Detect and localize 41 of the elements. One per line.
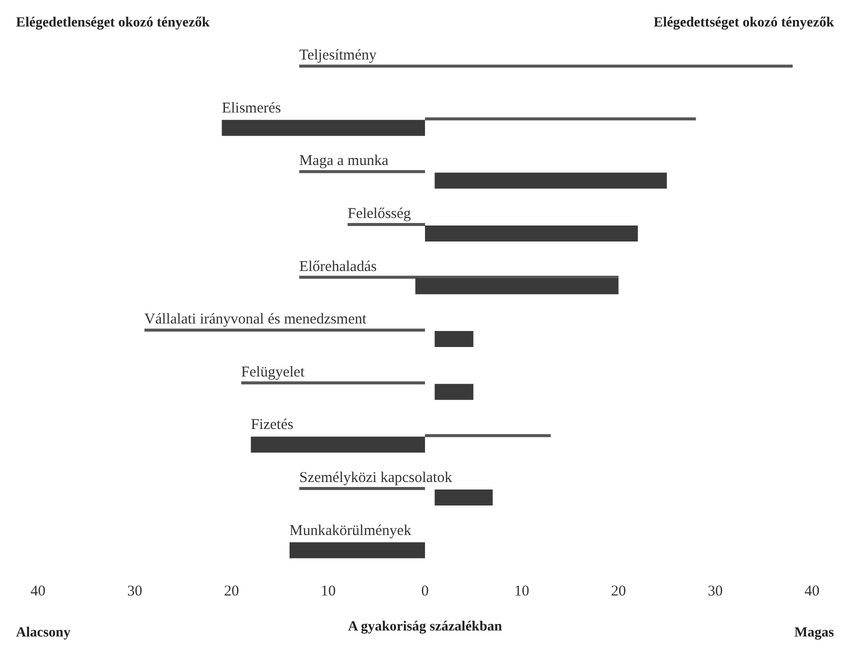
text: Magas (794, 626, 835, 640)
y-tick-label: Felelősség (348, 206, 412, 222)
x-tick-label: 40 (30, 584, 46, 600)
bar (415, 278, 618, 294)
y-tick-label: Felügyelet (241, 364, 306, 380)
x-tick-label: 30 (127, 584, 142, 600)
bar (425, 434, 551, 438)
bar (144, 328, 425, 332)
x-tick-label: 10 (320, 584, 336, 600)
bar (425, 117, 696, 120)
x-tick-label: 30 (708, 584, 723, 600)
bar (250, 436, 425, 453)
bar (425, 225, 638, 242)
x-tick-label: 20 (224, 584, 239, 600)
x-tick-label: 0 (421, 584, 429, 600)
y-tick-label: Vállalati irányvonal és menedzsment (144, 312, 368, 328)
y-tick-label: Személyközi kapcsolatok (299, 470, 453, 486)
y-tick-label: Maga a munka (299, 153, 389, 170)
bar (434, 172, 667, 189)
x-tick-label: 40 (804, 584, 820, 600)
y-tick-label: Előrehaladás (299, 258, 377, 275)
bar (434, 384, 474, 400)
bar (434, 489, 493, 506)
bar (241, 381, 425, 384)
annotation: Elégedettséget okozó tényezők (654, 16, 834, 30)
bar (222, 120, 425, 136)
bar (299, 170, 425, 174)
x-tick-label: 10 (514, 584, 530, 600)
bar (299, 64, 793, 68)
y-tick-label: Elismerés (222, 100, 282, 116)
y-tick-label: Munkakörülmények (290, 522, 412, 539)
text: Alacsony (16, 626, 70, 640)
bar (348, 222, 425, 226)
x-tick-label: 20 (611, 584, 626, 600)
bar (434, 331, 474, 348)
bar (299, 486, 425, 490)
y-tick-label: Fizetés (250, 417, 294, 434)
y-tick-label: Teljesítmény (299, 48, 377, 64)
x-axis-title: A gyakoriság százalékban (348, 620, 502, 634)
annotation: Elégedetlenséget okozó tényezők (16, 16, 210, 30)
bar (290, 542, 425, 558)
